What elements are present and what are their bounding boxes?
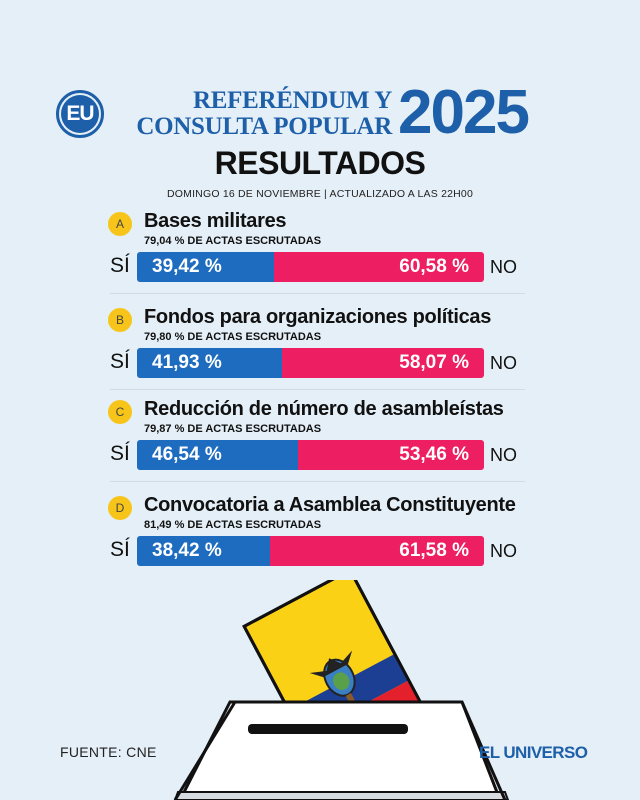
divider — [110, 481, 525, 482]
title-line-1: REFERÉNDUM Y — [193, 87, 392, 114]
ballot-box-icon — [173, 580, 510, 800]
no-label: NO — [490, 541, 517, 561]
header: EU REFERÉNDUM Y CONSULTA POPULAR 2025 — [0, 78, 640, 154]
question-letter-badge: B — [108, 308, 132, 332]
divider — [110, 389, 525, 390]
question-title: Fondos para organizaciones políticas — [144, 306, 492, 328]
page-title: RESULTADOS — [214, 145, 426, 181]
year-title: 2025 — [398, 78, 530, 147]
si-segment: 46,54 % — [137, 440, 299, 470]
no-label: NO — [490, 353, 517, 373]
si-label: SÍ — [110, 538, 130, 561]
no-segment: 60,58 % — [273, 252, 484, 282]
question-actas: 79,87 % DE ACTAS ESCRUTADAS — [144, 423, 322, 435]
question-d: D Convocatoria a Asamblea Constituyente … — [0, 494, 640, 576]
question-actas: 81,49 % DE ACTAS ESCRUTADAS — [144, 519, 322, 531]
question-a: A Bases militares 79,04 % DE ACTAS ESCRU… — [0, 210, 640, 292]
si-segment: 39,42 % — [137, 252, 274, 282]
question-title: Bases militares — [144, 210, 287, 232]
date-line: DOMINGO 16 DE NOVIEMBRE | ACTUALIZADO A … — [166, 188, 474, 200]
logo-text: EU — [66, 102, 94, 125]
question-title: Reducción de número de asambleístas — [144, 398, 504, 420]
si-label: SÍ — [110, 350, 130, 373]
result-bar: 38,42 % 61,58 % — [137, 536, 484, 566]
no-segment: 61,58 % — [270, 536, 484, 566]
si-segment: 38,42 % — [137, 536, 271, 566]
question-actas: 79,04 % DE ACTAS ESCRUTADAS — [144, 235, 322, 247]
divider — [110, 293, 525, 294]
question-c: C Reducción de número de asambleístas 79… — [0, 398, 640, 480]
question-letter-badge: C — [108, 400, 132, 424]
title-line-2: CONSULTA POPULAR — [136, 113, 392, 140]
si-segment: 41,93 % — [137, 348, 283, 378]
eu-logo-icon: EU — [56, 90, 104, 138]
no-label: NO — [490, 257, 517, 277]
si-label: SÍ — [110, 254, 130, 277]
title-block: REFERÉNDUM Y CONSULTA POPULAR — [112, 88, 392, 140]
no-segment: 58,07 % — [282, 348, 484, 378]
result-bar: 46,54 % 53,46 % — [137, 440, 484, 470]
question-b: B Fondos para organizaciones políticas 7… — [0, 306, 640, 388]
question-letter-badge: A — [108, 212, 132, 236]
si-label: SÍ — [110, 442, 130, 465]
result-bar: 41,93 % 58,07 % — [137, 348, 484, 378]
no-label: NO — [490, 445, 517, 465]
question-title: Convocatoria a Asamblea Constituyente — [144, 494, 516, 516]
question-actas: 79,80 % DE ACTAS ESCRUTADAS — [144, 331, 322, 343]
no-segment: 53,46 % — [298, 440, 484, 470]
source-note: FUENTE: CNE — [60, 744, 157, 760]
brand-logo: EL UNIVERSO — [479, 743, 588, 762]
question-letter-badge: D — [108, 496, 132, 520]
result-bar: 39,42 % 60,58 % — [137, 252, 484, 282]
